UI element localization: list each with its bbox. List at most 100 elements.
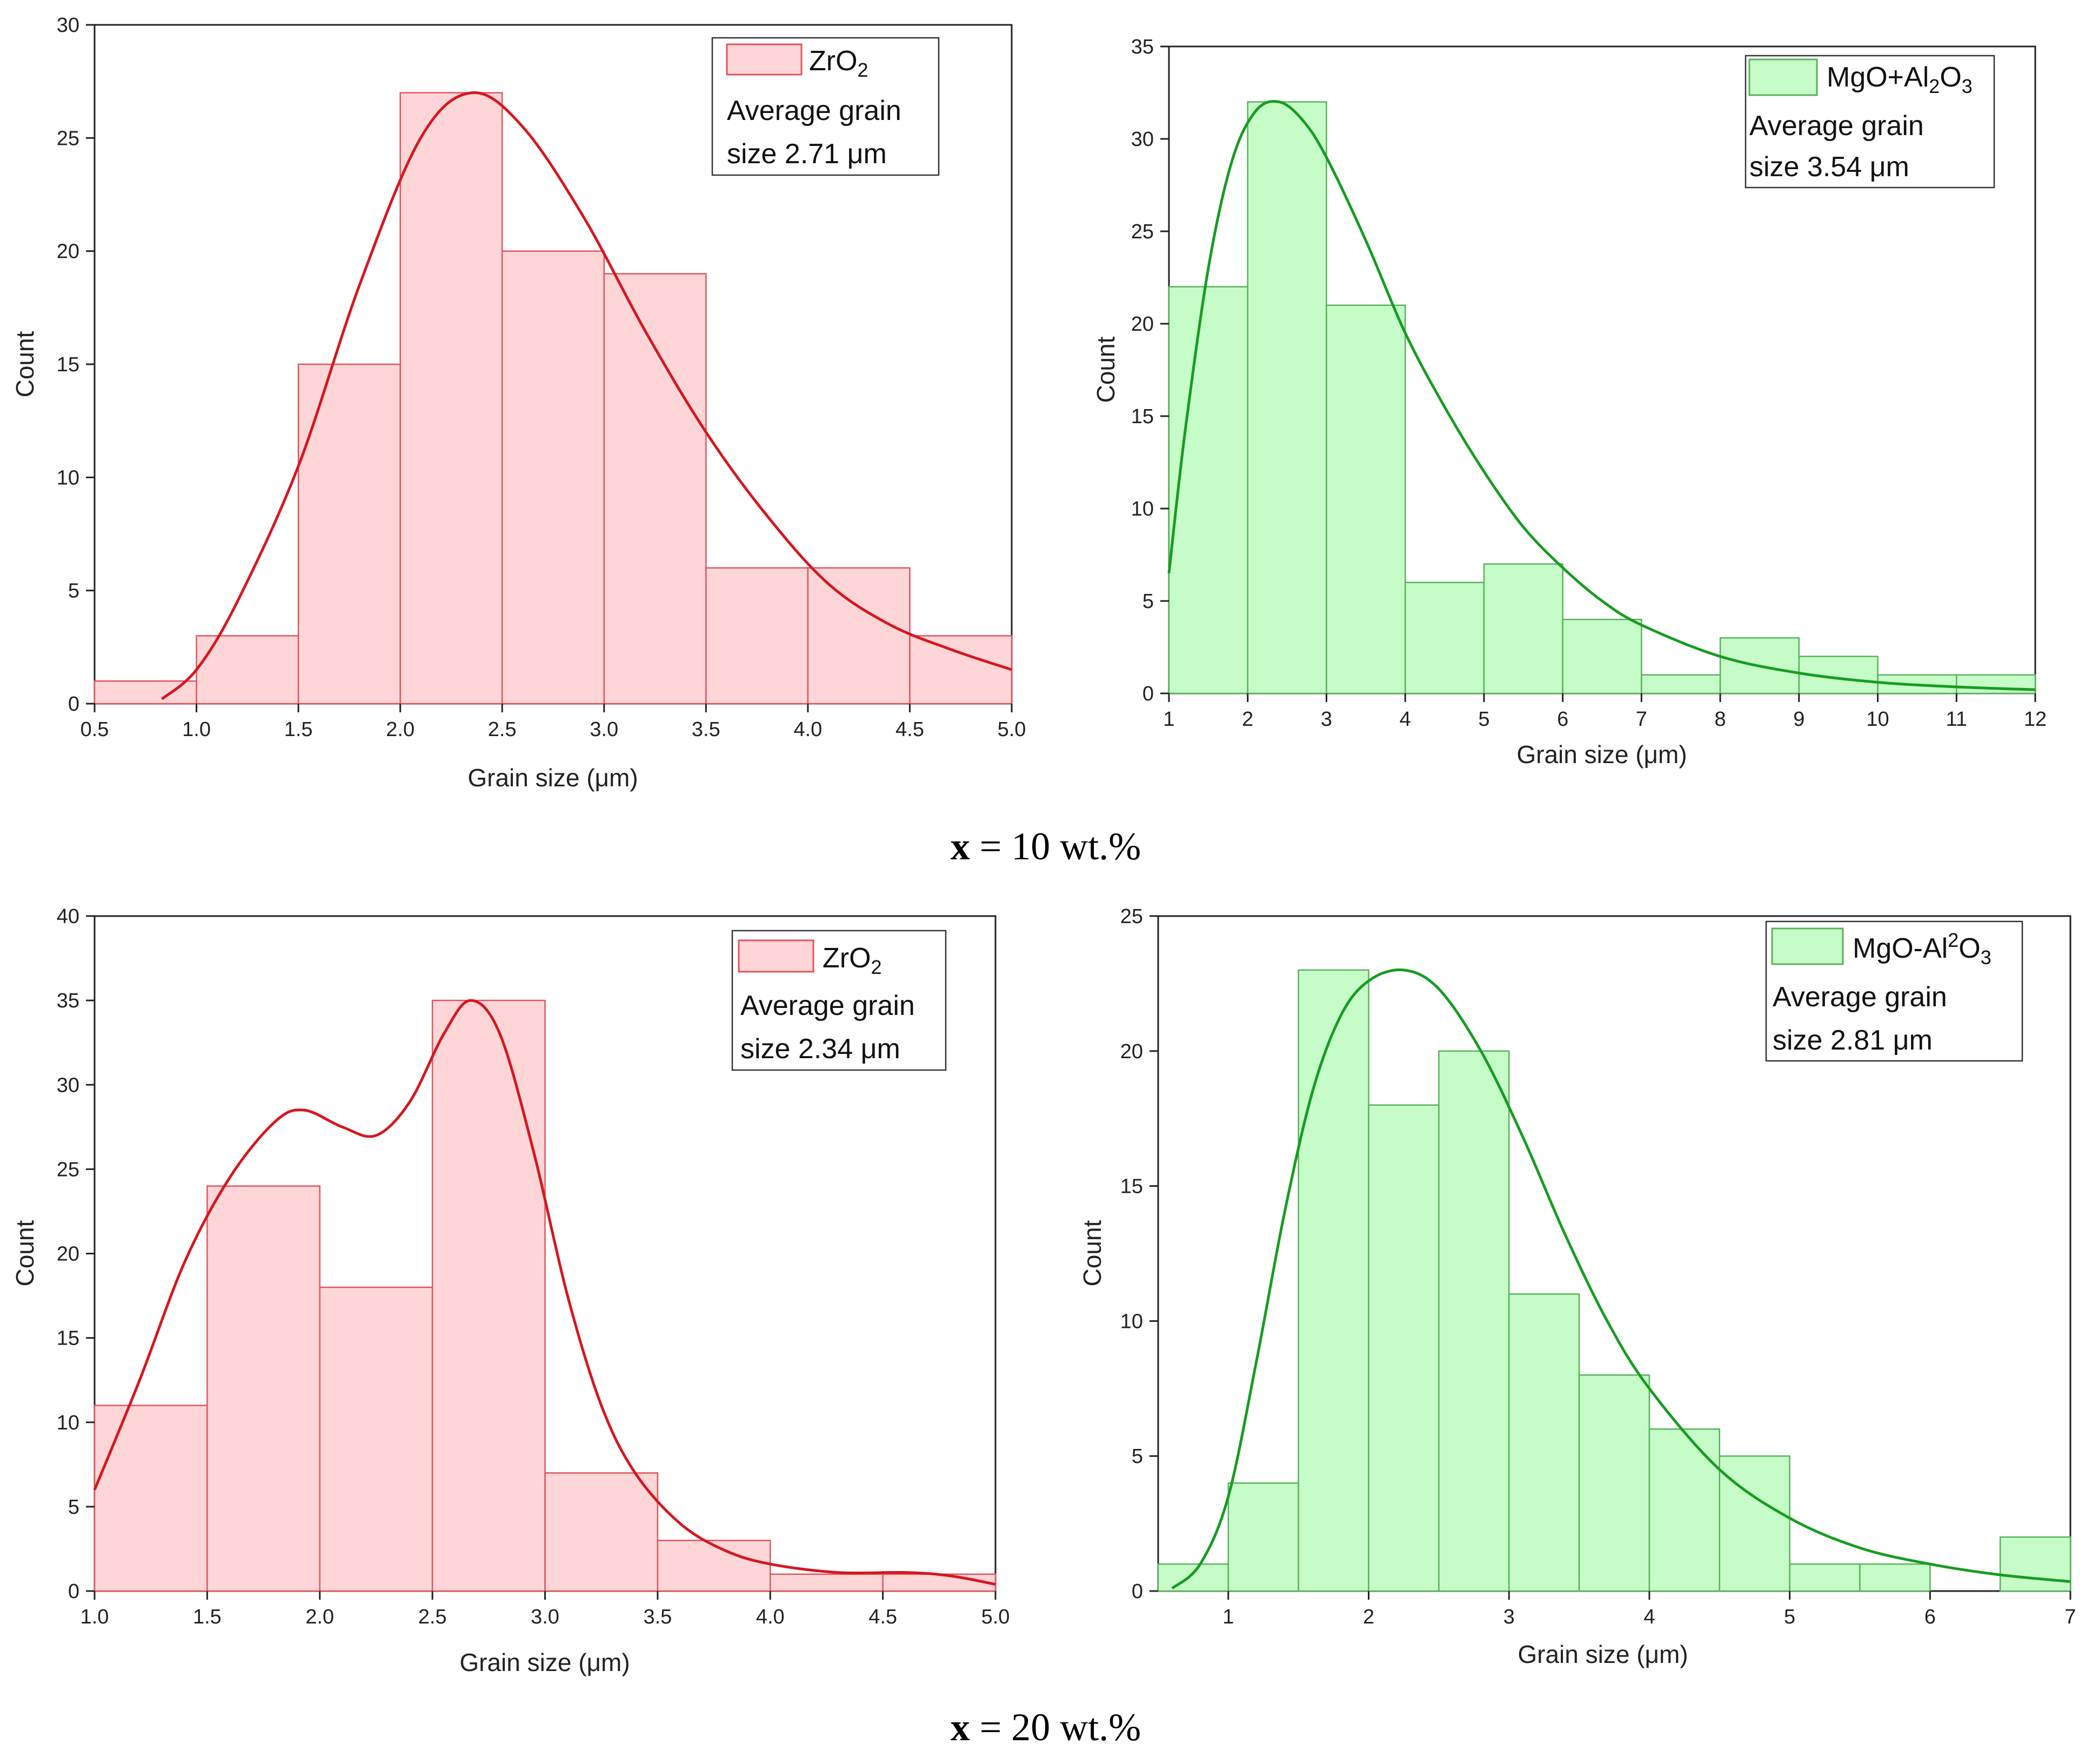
x-tick-label: 5 (1478, 708, 1489, 731)
x-tick-label: 3.5 (692, 718, 720, 741)
x-tick-label: 0.5 (81, 718, 109, 741)
x-tick-label: 4.5 (895, 718, 924, 741)
histogram-bar-10 (1859, 1563, 1931, 1592)
histogram-bar-4 (1483, 563, 1563, 694)
y-tick-label: 0 (68, 1580, 79, 1603)
histogram-bars (1168, 101, 2036, 694)
x-tick-label: 11 (1946, 708, 1967, 731)
legend-series-name: ZrO2 (823, 943, 882, 978)
y-tick-label: 20 (57, 240, 79, 263)
distribution-curve (1167, 100, 2036, 691)
y-axis-title: Count (1078, 1220, 1106, 1286)
x-tick-label: 4.0 (756, 1606, 785, 1628)
histogram-bar-11 (1999, 1536, 2071, 1592)
x-tick-label: 1 (1222, 1606, 1234, 1628)
x-tick-label: 3.0 (531, 1606, 559, 1628)
histogram-bar-1 (1227, 1482, 1299, 1592)
y-tick-label: 25 (1131, 220, 1154, 243)
legend: ZrO2 Average grain size 2.34 μm (731, 930, 947, 1071)
legend-series-name: MgO+Al2O3 (1827, 62, 1973, 97)
histogram-bar-7 (807, 567, 911, 705)
legend: ZrO2 Average grain size 2.71 μm (711, 37, 940, 176)
histogram-bar-5 (1508, 1293, 1580, 1592)
x-tick-label: 2 (1242, 708, 1253, 731)
histogram-bar-7 (1648, 1428, 1721, 1592)
x-tick-label: 3.0 (590, 718, 618, 741)
y-tick-label: 15 (57, 1327, 79, 1350)
caption-10wt: x = 10 wt.% (951, 825, 1141, 868)
histogram-bar-5 (657, 1540, 771, 1592)
x-tick-label: 4 (1643, 1606, 1655, 1628)
legend-line-1: Average grain (1749, 110, 1924, 142)
y-tick-label: 30 (1131, 128, 1154, 151)
x-axis-ticks: 1 2 3 4 5 6 7 (1222, 1591, 2076, 1628)
x-tick-label: 6 (1924, 1606, 1936, 1628)
histogram-bars (93, 999, 997, 1592)
x-tick-label: 5 (1784, 1606, 1795, 1628)
histogram-bar-0 (93, 1405, 208, 1592)
y-tick-label: 40 (57, 905, 79, 928)
histogram-bar-0 (1168, 286, 1248, 694)
histogram-bar-1 (206, 1185, 320, 1592)
y-axis-ticks: 0 5 10 15 20 25 30 35 (1131, 36, 1169, 705)
histogram-bar-2 (1326, 304, 1406, 694)
x-axis-title: Grain size (μm) (459, 1648, 630, 1676)
x-tick-label: 4 (1400, 708, 1411, 731)
x-tick-label: 4.0 (793, 718, 822, 741)
x-tick-label: 9 (1793, 708, 1804, 731)
y-tick-label: 10 (1120, 1310, 1143, 1333)
histogram-bar-3 (1368, 1104, 1440, 1592)
legend-line-2: size 2.34 μm (740, 1033, 900, 1065)
x-axis-ticks: 1 2 3 4 5 6 7 8 9 10 11 12 (1163, 693, 2047, 731)
x-axis-ticks: 1.0 1.5 2.0 2.5 3.0 3.5 4.0 4.5 5.0 (81, 1591, 1010, 1628)
y-tick-label: 5 (68, 1496, 79, 1519)
y-tick-label: 10 (57, 466, 79, 489)
x-tick-label: 2 (1363, 1606, 1374, 1628)
x-tick-label: 1.0 (81, 1606, 109, 1628)
legend-series-name: ZrO2 (809, 45, 868, 81)
chart-zro2-20wt: 1.0 1.5 2.0 2.5 3.0 3.5 4.0 4.5 5.0 0 5 10 15 20 25 30… (11, 905, 1010, 1676)
histogram-bar-6 (770, 1573, 884, 1592)
histogram-bar-3 (1404, 582, 1485, 694)
y-tick-label: 30 (57, 1074, 79, 1097)
histogram-bar-8 (909, 635, 1013, 705)
x-tick-label: 3.5 (643, 1606, 672, 1628)
histogram-bar-4 (1438, 1050, 1510, 1592)
x-tick-label: 7 (2064, 1606, 2076, 1628)
legend-swatch (738, 939, 814, 973)
y-axis-title: Count (11, 1220, 39, 1286)
y-axis-title: Count (1092, 336, 1120, 403)
chart-mgo-al2o3-20wt: 1 2 3 4 5 6 7 0 5 10 15 20 25 Grain size (μm) Count… (1078, 905, 2076, 1668)
histogram-bar-0 (1157, 1563, 1229, 1592)
y-tick-label: 20 (57, 1243, 79, 1266)
y-tick-label: 25 (57, 127, 79, 150)
y-tick-label: 0 (1132, 1580, 1143, 1603)
x-tick-label: 7 (1636, 708, 1647, 731)
x-tick-label: 1.0 (182, 718, 211, 741)
x-tick-label: 1 (1163, 708, 1174, 731)
y-tick-label: 25 (1120, 905, 1143, 928)
x-tick-label: 1.5 (284, 718, 313, 741)
legend-swatch (1771, 927, 1844, 965)
y-tick-label: 5 (1132, 1445, 1143, 1468)
distribution-curve (161, 91, 1012, 700)
histogram-bar-5 (603, 273, 707, 705)
x-axis-title: Grain size (μm) (1516, 740, 1687, 769)
distribution-curve (93, 999, 996, 1586)
y-tick-label: 10 (57, 1412, 79, 1434)
histogram-bar-7 (882, 1573, 997, 1592)
histogram-bar-2 (297, 363, 401, 705)
legend-line-2: size 2.81 μm (1773, 1025, 1933, 1056)
y-tick-label: 5 (68, 580, 79, 603)
legend-line-2: size 3.54 μm (1749, 151, 1909, 183)
x-tick-label: 12 (2024, 708, 2047, 731)
y-tick-label: 35 (1131, 36, 1154, 58)
y-tick-label: 5 (1142, 590, 1154, 613)
caption-20wt: x = 20 wt.% (951, 1706, 1141, 1749)
histogram-bar-0 (93, 680, 197, 705)
legend-line-2: size 2.71 μm (727, 138, 887, 170)
y-axis-ticks: 0 5 10 15 20 25 30 (57, 14, 95, 716)
x-tick-label: 10 (1866, 708, 1889, 731)
